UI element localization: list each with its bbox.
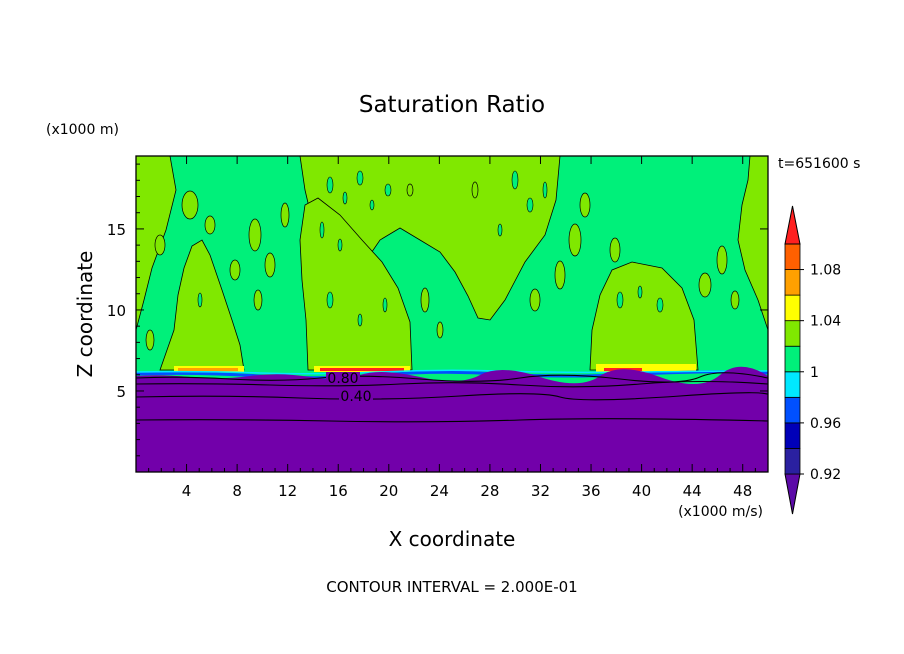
dry-lower-layer	[136, 366, 768, 472]
y-tick-label: 10	[107, 302, 126, 320]
moist-column-right	[589, 261, 699, 371]
colorbar-tick-label: 1	[810, 365, 819, 381]
x-tick-label: 24	[430, 482, 449, 500]
x-tick-label: 16	[329, 482, 348, 500]
colorbar-upper-arrow	[784, 205, 801, 245]
y-unit-label: (x1000 m)	[46, 122, 119, 138]
x-tick-label: 40	[632, 482, 651, 500]
y-axis-ticks: 5 10 15	[107, 163, 768, 457]
x-axis-ticks: 4 8 12 16 20 24 28 32 36 40 44 48	[148, 156, 756, 500]
colorbar-tick-label: 0.92	[810, 467, 841, 483]
moist-region-right-edge	[737, 156, 768, 331]
colorbar-segment	[784, 320, 801, 347]
x-tick-label: 36	[581, 482, 600, 500]
contour-label-0-80: 0.80	[327, 371, 358, 387]
colorbar-tick-label: 1.04	[810, 314, 841, 330]
x-tick-label: 44	[683, 482, 702, 500]
x-tick-label: 8	[232, 482, 242, 500]
time-label: t=651600 s	[778, 156, 860, 172]
colorbar-segment	[784, 345, 801, 373]
x-tick-label: 20	[379, 482, 398, 500]
chart-title: Saturation Ratio	[359, 92, 545, 118]
contour-label-bg-2	[339, 390, 373, 402]
colorbar-tick-label: 1.08	[810, 263, 841, 279]
x-tick-label: 32	[531, 482, 550, 500]
colorbar-lower-arrow	[784, 473, 801, 515]
moist-column-left	[159, 239, 245, 371]
colorbar: 0.92 0.96 1 1.04 1.08	[784, 205, 841, 515]
colorbar-segment	[784, 448, 801, 475]
x-tick-label: 28	[480, 482, 499, 500]
x-tick-label: 12	[278, 482, 297, 500]
x-unit-label: (x1000 m/s)	[678, 504, 763, 520]
dry-patches	[197, 170, 664, 327]
colorbar-segment	[784, 269, 801, 296]
y-axis-label: Z coordinate	[73, 251, 97, 378]
x-tick-label: 4	[182, 482, 192, 500]
y-tick-label: 5	[116, 383, 126, 401]
plot-field: 0.80 0.40	[136, 156, 768, 472]
colorbar-segment	[784, 422, 801, 449]
x-tick-label: 48	[733, 482, 752, 500]
cyan-transition-line	[136, 369, 768, 375]
contour-label-0-40: 0.40	[340, 389, 371, 405]
x-axis-label: X coordinate	[389, 527, 516, 551]
colorbar-segment	[784, 294, 801, 322]
colorbar-segment	[784, 243, 801, 270]
contour-lines	[136, 372, 768, 423]
contour-interval-label: CONTOUR INTERVAL = 2.000E-01	[326, 578, 577, 596]
y-tick-label: 15	[107, 221, 126, 239]
contour-label-bg-1	[326, 372, 360, 384]
moist-patches	[145, 181, 740, 351]
colorbar-segment	[784, 371, 801, 398]
blue-transition-line	[136, 370, 768, 380]
colorbar-segment	[784, 396, 801, 424]
colorbar-tick-label: 0.96	[810, 416, 841, 432]
moist-column-middle	[299, 197, 413, 371]
